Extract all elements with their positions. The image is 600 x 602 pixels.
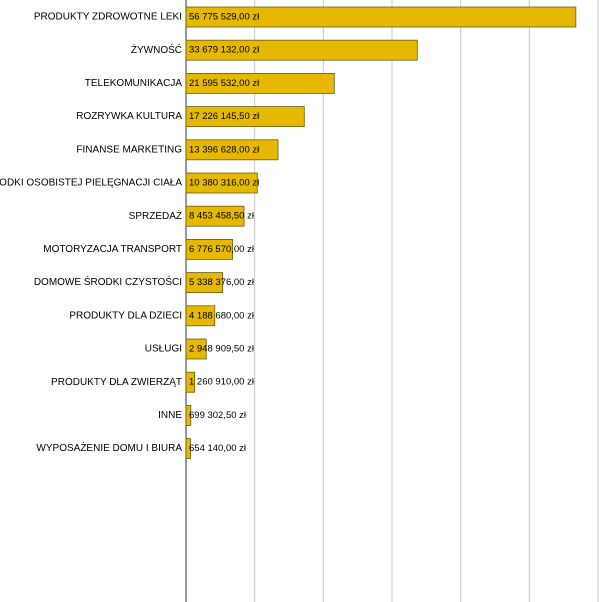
value-label: 33 679 132,00 zł: [189, 45, 260, 56]
value-label: 4 188 680,00 zł: [189, 310, 255, 321]
y-tick-label: DOMOWE ŚRODKI CZYSTOŚCI: [34, 275, 182, 288]
value-label: 13 396 628,00 zł: [189, 144, 260, 155]
bar: [185, 205, 245, 227]
value-label: 56 775 529,00 zł: [189, 12, 260, 23]
y-tick-label: INNE: [158, 410, 182, 421]
bar: [185, 73, 335, 94]
y-tick-label: USŁUGI: [145, 344, 182, 355]
y-tick-label: ŻYWNOŚĆ: [131, 43, 182, 56]
y-tick-label: ROZRYWKA KULTURA: [76, 111, 182, 122]
y-tick-label: SPRZEDAŻ: [129, 209, 182, 222]
bar: [185, 238, 233, 260]
bar: [185, 39, 418, 61]
value-label: 5 338 376,00 zł: [189, 277, 255, 288]
bar: [185, 172, 258, 194]
y-tick-label: PRODUKTY DLA ZWIERZĄT: [51, 377, 182, 388]
value-label: 21 595 532,00 zł: [189, 78, 260, 89]
bar: [185, 438, 191, 460]
y-tick-label: ŚRODKI OSOBISTEJ PIELĘGNACJI CIAŁA: [0, 176, 182, 189]
value-label: 10 380 316,00 zł: [189, 178, 260, 189]
y-tick-label: TELEKOMUNIKACJA: [85, 78, 183, 89]
y-tick-label: MOTORYZACJA TRANSPORT: [43, 244, 182, 255]
y-tick-label: FINANSE MARKETING: [76, 144, 182, 155]
y-tick-label: WYPOSAŻENIE DOMU I BIURA: [36, 441, 182, 454]
value-label: 8 453 458,50 zł: [189, 211, 255, 222]
value-label: 699 302,50 zł: [189, 410, 247, 421]
bar: [185, 106, 305, 127]
value-label: 1 260 910,00 zł: [189, 377, 255, 388]
value-label: 2 948 909,50 zł: [189, 344, 255, 355]
value-label: 17 226 145,50 zł: [189, 111, 260, 122]
value-label: 654 140,00 zł: [189, 443, 247, 454]
bar: [185, 338, 207, 360]
bar: [185, 272, 224, 294]
y-tick-label: PRODUKTY DLA DZIECI: [69, 310, 182, 321]
bar: [185, 305, 216, 327]
bar: [185, 139, 279, 161]
value-label: 6 776 570,00 zł: [189, 244, 255, 255]
bar: [185, 6, 577, 28]
bar: [185, 371, 196, 393]
y-tick-label: PRODUKTY ZDROWOTNE LEKI: [34, 12, 182, 23]
bar: [185, 404, 192, 426]
